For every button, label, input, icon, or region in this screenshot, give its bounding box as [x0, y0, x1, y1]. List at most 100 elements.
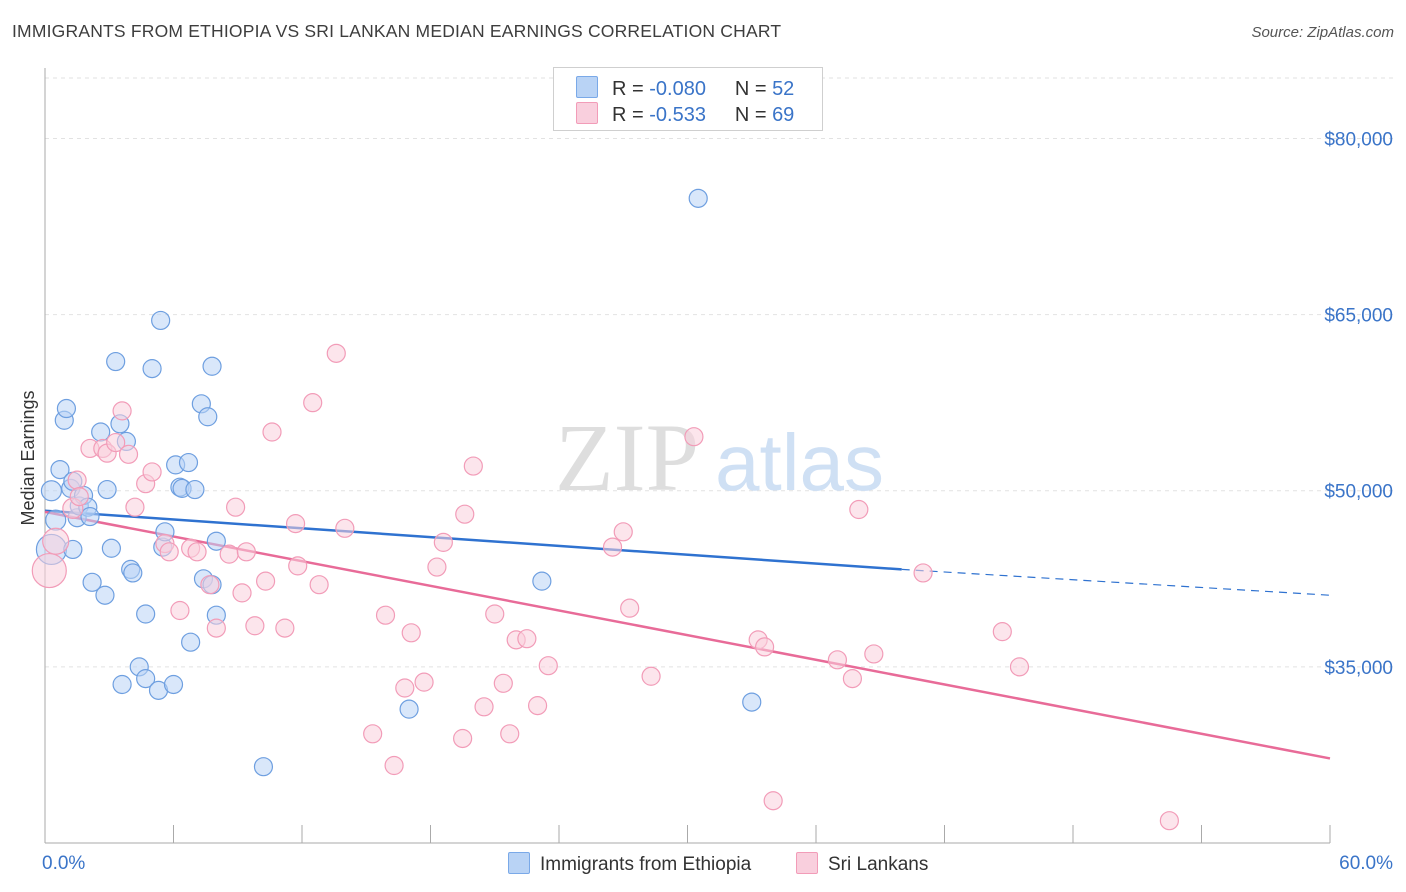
gridlines	[45, 77, 1393, 668]
srilanka-point	[187, 542, 207, 562]
series-legend: Immigrants from Ethiopia Sri Lankans	[0, 852, 1406, 878]
legend-label-ethiopia: Immigrants from Ethiopia	[540, 854, 752, 875]
srilanka-point	[527, 696, 548, 716]
ethiopia-point	[95, 585, 115, 605]
srilanka-point	[500, 724, 520, 744]
srilanka-point	[236, 542, 256, 562]
legend-item-ethiopia[interactable]: Immigrants from Ethiopia	[508, 852, 751, 876]
legend-n-value: 52	[772, 78, 795, 100]
srilanka-point	[463, 456, 483, 476]
srilanka-point	[453, 728, 473, 749]
srilanka-point	[118, 444, 139, 464]
chart-title: IMMIGRANTS FROM ETHIOPIA VS SRI LANKAN M…	[12, 21, 782, 41]
srilanka-point	[485, 604, 505, 624]
srilanka-point	[245, 616, 265, 636]
ethiopia-point	[123, 563, 143, 583]
srilanka-point	[827, 650, 848, 670]
ethiopia-point	[136, 604, 156, 624]
ethiopia-trend-extension	[901, 568, 1331, 596]
ethiopia-point	[181, 632, 201, 652]
srilanka-point	[232, 583, 252, 603]
legend-swatch-blue	[576, 76, 598, 98]
legend-n-label: N =	[734, 104, 767, 126]
srilanka-point	[309, 575, 329, 595]
srilanka-point	[375, 605, 396, 625]
legend-swatch-pink	[796, 852, 818, 874]
srilanka-point	[1009, 657, 1030, 677]
y-tick-label: $65,000	[1324, 306, 1393, 327]
srilanka-point	[384, 755, 404, 776]
srilanka-point	[42, 527, 70, 555]
ethiopia-point	[45, 509, 67, 531]
y-tick-labels: $80,000 $65,000 $50,000 $35,000	[1324, 129, 1393, 678]
srilanka-point	[285, 514, 306, 534]
srilanka-point	[864, 644, 884, 664]
srilanka-point	[455, 504, 475, 524]
srilanka-point	[125, 497, 145, 517]
ethiopia-point	[112, 674, 132, 695]
srilanka-point	[159, 542, 179, 562]
ethiopia-point	[178, 452, 199, 473]
ethiopia-point	[688, 188, 708, 208]
srilanka-point	[602, 537, 623, 557]
x-tick-labels: 0.0% 60.0%	[42, 853, 1393, 874]
srilanka-point	[275, 618, 295, 638]
srilanka-point	[493, 673, 513, 693]
ethiopia-point	[82, 572, 102, 592]
srilanka-point	[363, 724, 383, 744]
ethiopia-point	[151, 310, 171, 331]
srilanka-point	[842, 669, 863, 689]
srilanka-point	[112, 401, 132, 421]
srilanka-point	[992, 622, 1012, 642]
legend-item-srilanka[interactable]: Sri Lankans	[796, 852, 928, 876]
srilanka-point	[538, 656, 558, 676]
srilanka-point	[67, 470, 87, 490]
watermark-zip: ZIP	[555, 404, 699, 511]
x-tick-label: 0.0%	[42, 853, 85, 874]
y-tick-label: $50,000	[1324, 482, 1393, 503]
ethiopia-point	[136, 669, 156, 689]
legend-row-srilanka: R = -0.533 N = 69	[576, 102, 794, 126]
srilanka-point	[474, 697, 494, 717]
source-label: Source: ZipAtlas.com	[1251, 24, 1394, 41]
srilanka-point	[142, 462, 162, 482]
srilanka-point	[849, 499, 869, 520]
ethiopia-trend-line	[44, 509, 902, 571]
srilanka-point	[641, 666, 661, 686]
srilanka-point	[763, 791, 783, 811]
ethiopia-point	[142, 359, 162, 379]
ethiopia-point	[198, 407, 218, 427]
srilanka-point	[754, 637, 775, 657]
ethiopia-point	[56, 398, 77, 419]
srilanka-point	[414, 672, 434, 692]
correlation-legend: R = -0.080 N = 52 R = -0.533 N = 69	[553, 67, 823, 131]
srilanka-point	[31, 552, 67, 589]
srilanka-point	[433, 532, 453, 552]
y-axis-label: Median Earnings	[18, 390, 38, 525]
srilanka-point	[200, 575, 220, 595]
srilanka-point	[1159, 811, 1179, 831]
legend-r-value: -0.533	[649, 104, 706, 126]
srilanka-point	[517, 629, 537, 649]
srilanka-point	[219, 544, 239, 564]
srilanka-point	[170, 600, 190, 621]
legend-r-label: R =	[612, 104, 644, 126]
ethiopia-point	[50, 459, 70, 480]
x-tick-label: 60.0%	[1339, 853, 1393, 874]
ethiopia-point	[101, 538, 121, 558]
legend-r-value: -0.080	[649, 78, 706, 100]
ethiopia-point	[202, 356, 222, 376]
srilanka-point	[620, 598, 640, 618]
ethiopia-point	[80, 506, 100, 527]
legend-r-label: R =	[612, 78, 644, 100]
srilanka-point	[255, 571, 276, 591]
watermark: ZIP atlas	[555, 404, 884, 511]
ethiopia-point	[185, 479, 205, 500]
ethiopia-point	[91, 422, 111, 442]
srilanka-point	[206, 618, 226, 638]
srilanka-point	[226, 497, 246, 517]
legend-n-label: N =	[734, 78, 767, 100]
srilanka-point	[69, 486, 89, 507]
ethiopia-point	[106, 351, 126, 372]
